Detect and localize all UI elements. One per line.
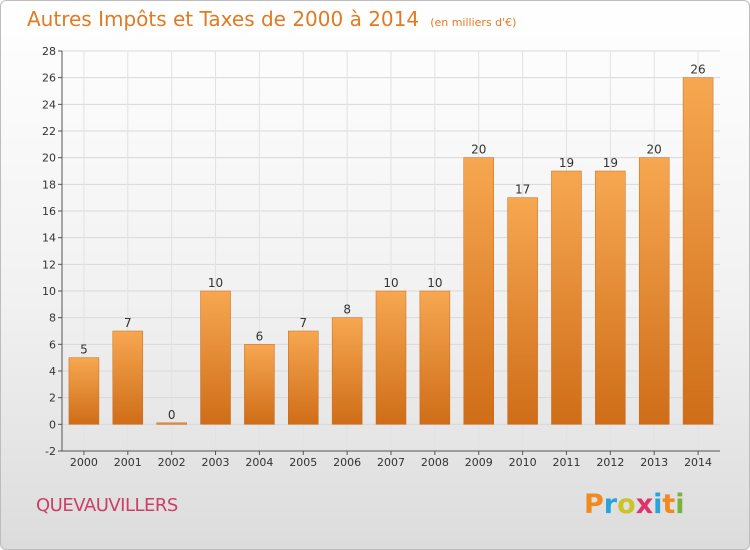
y-tick-label: 6 xyxy=(49,338,56,351)
bar xyxy=(288,330,319,425)
y-tick-label: 2 xyxy=(49,392,56,405)
logo-letter: i xyxy=(675,489,685,520)
x-tick-label: 2009 xyxy=(465,456,493,469)
x-tick-label: 2008 xyxy=(421,456,449,469)
bar xyxy=(638,157,670,425)
title-row: Autres Impôts et Taxes de 2000 à 2014 (e… xyxy=(27,7,516,31)
x-tick-label: 2011 xyxy=(552,456,580,469)
data-label: 8 xyxy=(343,303,351,317)
bar xyxy=(551,170,582,425)
chart-subtitle: (en milliers d'€) xyxy=(430,16,517,29)
x-tick-label: 2014 xyxy=(684,456,712,469)
bar xyxy=(463,157,494,425)
x-tick-label: 2003 xyxy=(202,456,230,469)
x-tick-label: 2012 xyxy=(596,456,624,469)
x-tick-label: 2006 xyxy=(333,456,361,469)
bar xyxy=(419,290,451,425)
data-labels: 5 7 0 10 6 7 8 10 10 20 17 19 19 20 26 xyxy=(80,63,706,422)
data-label: 19 xyxy=(603,156,618,170)
x-tick-label: 2010 xyxy=(509,456,537,469)
y-tick-label: 18 xyxy=(42,178,56,191)
data-label: 0 xyxy=(168,408,176,422)
bar xyxy=(200,290,231,425)
logo-letter: i xyxy=(653,489,663,520)
data-label: 20 xyxy=(471,143,486,157)
bar xyxy=(682,77,714,425)
logo-letter: P xyxy=(584,489,604,520)
data-label: 7 xyxy=(299,316,307,330)
x-tick-label: 2002 xyxy=(158,456,186,469)
bar xyxy=(156,422,187,425)
data-label: 5 xyxy=(80,343,88,357)
chart-title: Autres Impôts et Taxes de 2000 à 2014 xyxy=(27,7,420,31)
y-tick-label: 28 xyxy=(42,45,56,58)
y-tick-label: 14 xyxy=(42,232,56,245)
bar xyxy=(68,357,100,425)
data-label: 10 xyxy=(383,276,398,290)
commune-name: QUEVAUVILLERS xyxy=(36,495,178,516)
data-label: 17 xyxy=(515,183,530,197)
y-tick-label: 10 xyxy=(42,285,56,298)
y-tick-label: 16 xyxy=(42,205,56,218)
proxiti-logo[interactable]: Proxiti xyxy=(584,489,685,520)
logo-letter: x xyxy=(635,489,654,520)
data-label: 20 xyxy=(647,143,662,157)
y-tick-label: 4 xyxy=(49,365,56,378)
y-tick-label: 8 xyxy=(49,312,56,325)
x-tick-label: 2005 xyxy=(289,456,317,469)
bar xyxy=(244,344,275,425)
bar xyxy=(507,197,538,425)
y-tick-label: 20 xyxy=(42,152,56,165)
data-label: 7 xyxy=(124,316,132,330)
y-tick-label: 24 xyxy=(42,98,56,111)
bar xyxy=(112,330,144,425)
data-label: 19 xyxy=(559,156,574,170)
data-label: 6 xyxy=(256,329,264,343)
data-label: 26 xyxy=(690,63,705,77)
logo-letter: o xyxy=(617,489,636,520)
data-label: 10 xyxy=(427,276,442,290)
y-tick-label: -2 xyxy=(45,445,56,458)
y-tick-label: 26 xyxy=(42,72,56,85)
y-tick-label: 0 xyxy=(49,418,56,431)
x-tick-label: 2007 xyxy=(377,456,405,469)
y-tick-label: 22 xyxy=(42,125,56,138)
logo-letter: t xyxy=(662,489,676,520)
bar xyxy=(375,290,407,425)
x-tick-label: 2000 xyxy=(70,456,98,469)
bar xyxy=(331,317,363,425)
y-tick-label: 12 xyxy=(42,258,56,271)
x-tick-label: 2001 xyxy=(114,456,142,469)
bars xyxy=(68,77,714,425)
x-tick-label: 2004 xyxy=(245,456,273,469)
data-label: 10 xyxy=(208,276,223,290)
logo-letter: r xyxy=(603,489,618,520)
bar xyxy=(595,170,626,425)
x-tick-label: 2013 xyxy=(640,456,668,469)
